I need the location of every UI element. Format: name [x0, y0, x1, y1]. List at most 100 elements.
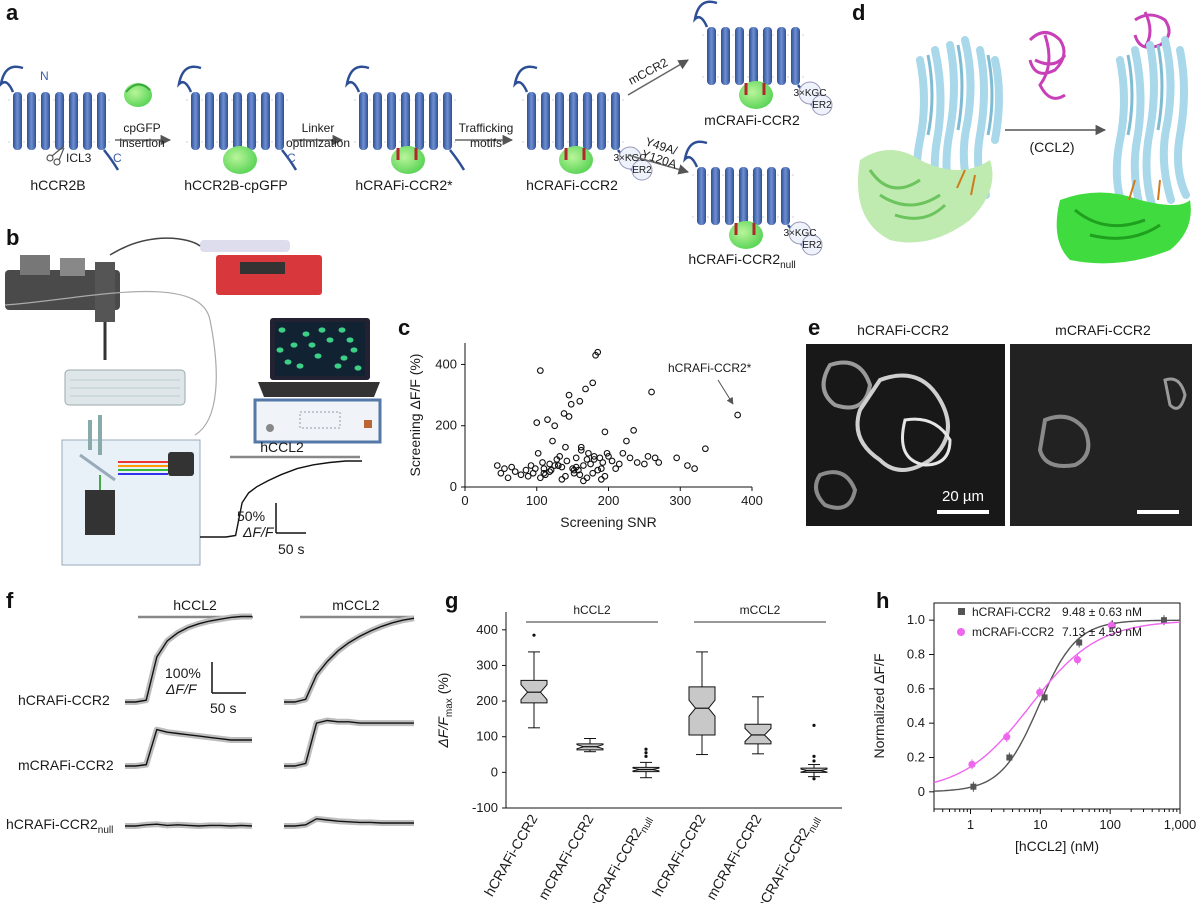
- tm-helix: [13, 92, 22, 150]
- dose-response-chart-h: 1 10 100 1,000 0 0.2 0.4 0.6 0.8 1.0 [hCCL2] (nM) N…: [871, 602, 1196, 854]
- tm-helix: [735, 27, 744, 85]
- data-point: [556, 453, 564, 460]
- micrograph-hcrafi: 20 µm: [806, 344, 1005, 526]
- step-label-optimization: optimization: [286, 136, 350, 150]
- fit-curve: [933, 621, 1181, 784]
- data-point: [599, 459, 607, 466]
- data-point: [546, 468, 554, 476]
- icl3-label: ICL3: [66, 151, 92, 165]
- tm-helix: [401, 92, 410, 150]
- data-point: [577, 443, 585, 451]
- y-axis-label: Screening ΔF/F (%): [407, 354, 423, 477]
- panel-c: c 0 100 200 300 400 0 200 400 Screening SNR Scree…: [398, 315, 763, 530]
- cell-dot: [346, 337, 354, 343]
- tm-helix: [275, 92, 284, 150]
- outlier-point: [532, 633, 536, 637]
- data-point: [608, 457, 616, 465]
- panel-f: f hCCL2 mCCL2 hCRAFi-CCR2 mCRAFi-CCR2 hC…: [6, 588, 415, 836]
- tm-helix: [527, 92, 536, 150]
- n-terminal-loop: [345, 65, 370, 93]
- tm-helix: [611, 92, 620, 150]
- data-point: [501, 465, 508, 472]
- data-point: [551, 422, 559, 430]
- data-point: [551, 462, 559, 469]
- legend-ec50: 9.48 ± 0.63 nM: [1062, 605, 1142, 619]
- x-tick-label: 300: [669, 493, 691, 508]
- cell-dot: [318, 327, 326, 333]
- box: [744, 723, 772, 745]
- data-point: [539, 459, 546, 466]
- microscope-illustration: [4, 255, 217, 566]
- data-point: [644, 453, 652, 460]
- construct-label-hcrafi-ccr2: hCRAFi-CCR2: [526, 177, 618, 193]
- receptor-structure-bound: [1056, 11, 1191, 264]
- data-point: [641, 460, 648, 468]
- data-point: [558, 463, 566, 471]
- y-tick-label: 0.6: [907, 681, 925, 696]
- kgc-label: 3×KGC: [613, 153, 646, 164]
- n-terminal-loop: [693, 0, 718, 28]
- ccl2-structure: [1028, 31, 1067, 100]
- syringe-pump-illustration: [109, 237, 322, 295]
- legend-label: hCRAFi-CCR2: [972, 605, 1051, 619]
- plot-frame: [933, 602, 1181, 810]
- cpgfp-barrel: [223, 146, 257, 174]
- linker: [734, 223, 756, 235]
- tm-helix: [583, 92, 592, 150]
- data-point: [533, 419, 541, 427]
- cell-dot: [354, 365, 362, 371]
- tm-helix: [55, 92, 64, 150]
- x-tick-label: hCRAFi-CCR2: [649, 811, 709, 899]
- construct-label-mcrafi-ccr2: mCRAFi-CCR2: [704, 112, 800, 128]
- data-point: [524, 472, 532, 480]
- data-point: [626, 454, 634, 462]
- cell-dot: [314, 353, 322, 359]
- scatter-chart-c: 0 100 200 300 400 0 200 400 Screening SNR Screeni…: [407, 343, 763, 530]
- data-point: [580, 477, 587, 485]
- cell-dot: [284, 359, 292, 365]
- data-point: [597, 475, 605, 483]
- y-tick-label: 0.8: [907, 647, 925, 662]
- micrograph-mcrafi: [1010, 344, 1192, 526]
- trace-line: [125, 823, 253, 827]
- x-tick-label: hCRAFi-CCR2null: [585, 812, 656, 903]
- n-terminal-loop: [683, 140, 708, 168]
- scissors-icon: [46, 145, 65, 166]
- tm-helix: [261, 92, 270, 150]
- tm-helix: [749, 27, 758, 85]
- panel-letter-f: f: [6, 588, 14, 613]
- data-point: [576, 397, 584, 405]
- data-point: [560, 410, 568, 417]
- scale-y-unit-f: ΔF/F: [165, 681, 198, 697]
- data-point: [527, 462, 535, 469]
- kgc-label: 3×KGC: [793, 88, 826, 99]
- receptor-2: [345, 65, 466, 174]
- trace-sem-band: [284, 717, 414, 769]
- y-tick-label: 400: [476, 622, 498, 637]
- linker: [564, 148, 586, 160]
- tm-helix: [387, 92, 396, 150]
- data-point: [534, 449, 542, 457]
- c-terminal-tail: [281, 149, 298, 171]
- box: [688, 686, 716, 736]
- cell-dot: [302, 331, 310, 337]
- y-tick-label: -100: [472, 800, 498, 815]
- tm-helix: [707, 27, 716, 85]
- data-point: [511, 468, 519, 476]
- row-label-hcrafi-null: hCRAFi-CCR2null: [6, 816, 113, 836]
- laptop-illustration: [258, 318, 380, 397]
- cell-dot: [338, 327, 346, 333]
- outlier-point: [812, 754, 816, 758]
- cell-dot: [276, 347, 284, 353]
- x-tick-label: 10: [1033, 817, 1047, 832]
- step-label-insertion: insertion: [119, 136, 164, 150]
- x-tick-label: mCRAFi-CCR2: [535, 811, 597, 902]
- trace-line: [125, 615, 252, 703]
- scale-y-value-b: 50%: [237, 508, 265, 524]
- tm-helix: [777, 27, 786, 85]
- data-point: [562, 472, 569, 480]
- tm-helix: [721, 27, 730, 85]
- tm-helix: [711, 167, 720, 225]
- data-point: [648, 388, 655, 396]
